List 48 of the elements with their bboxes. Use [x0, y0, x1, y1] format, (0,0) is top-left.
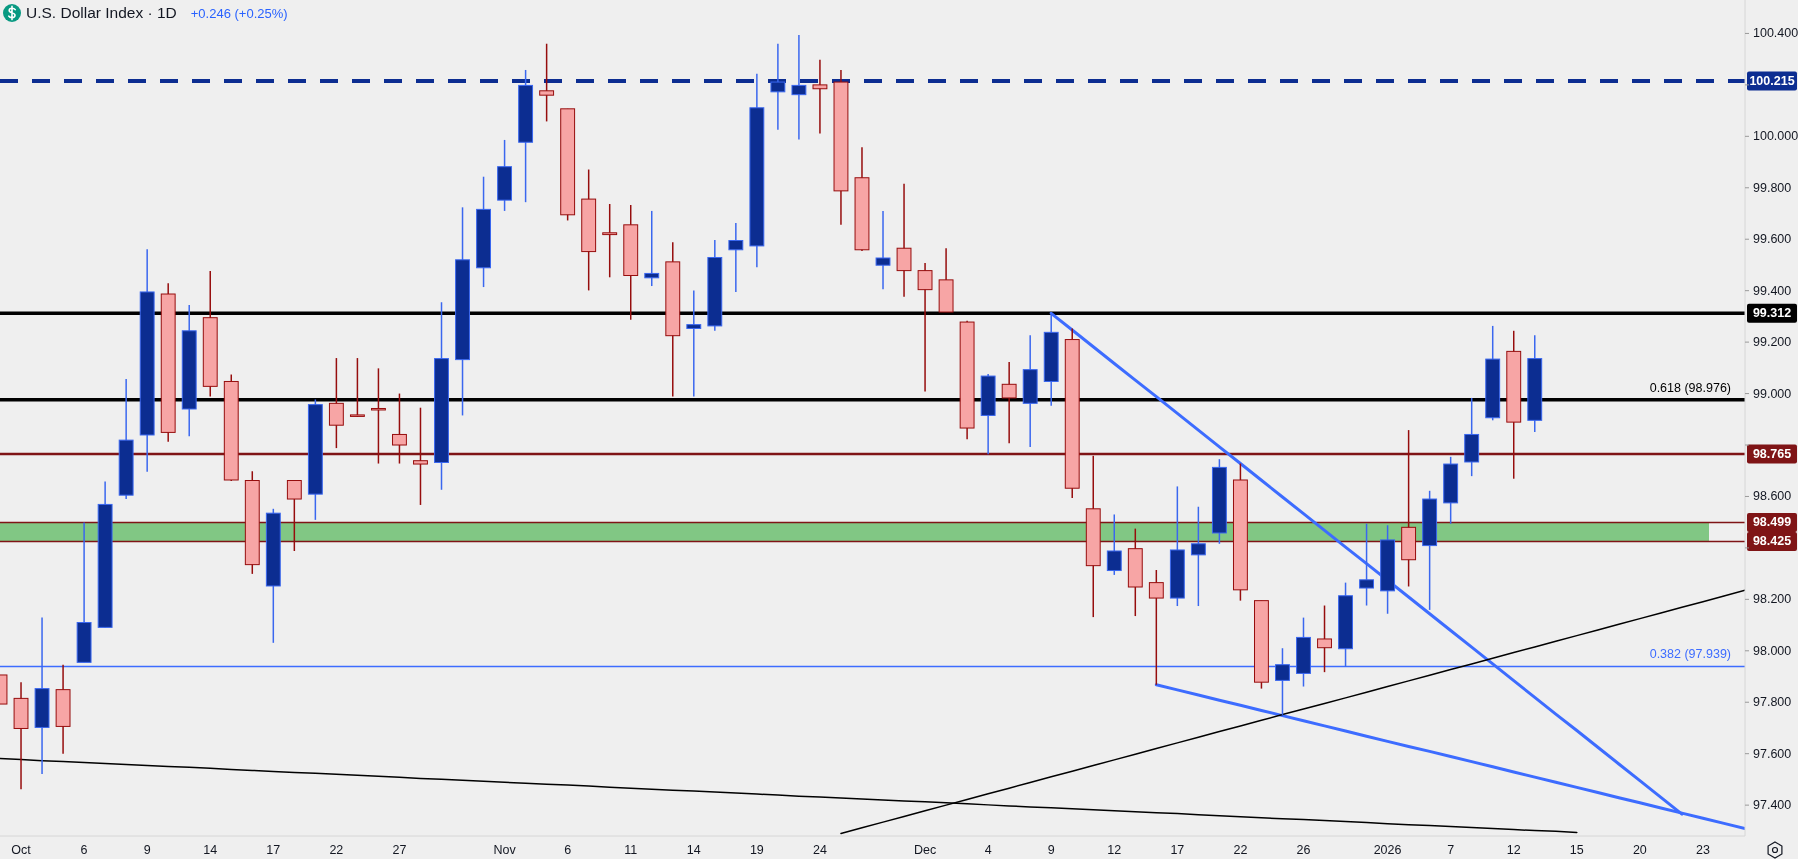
y-tick-label: 99.600 [1753, 232, 1792, 247]
y-tick-label: 98.600 [1753, 489, 1792, 504]
x-tick-label: Oct [11, 843, 32, 857]
ref-line-label: 0.618 (98.976) [1649, 380, 1731, 395]
x-tick-label: 19 [749, 843, 764, 857]
x-tick-label: 24 [812, 843, 827, 857]
x-tick-label: 22 [329, 843, 344, 857]
x-tick-label: 11 [624, 843, 638, 857]
x-tick-label: 17 [1170, 843, 1185, 857]
x-tick-label: 17 [266, 843, 281, 857]
x-tick-label: 26 [1296, 843, 1311, 857]
x-tick-label: 27 [392, 843, 407, 857]
ref-line-label: 100.215 [1749, 74, 1795, 89]
x-tick-label: 15 [1569, 843, 1584, 857]
x-tick-label: 4 [984, 843, 992, 857]
x-tick-label: 7 [1447, 843, 1455, 857]
y-tick-label: 99.800 [1753, 180, 1792, 195]
ref-line-label: 0.382 (97.939) [1649, 647, 1731, 662]
x-tick-label: 20 [1632, 843, 1647, 857]
x-tick-label: 6 [564, 843, 572, 857]
ref-line-label: 98.425 [1752, 534, 1792, 549]
x-tick-label: Nov [493, 843, 517, 857]
x-tick-label: 14 [203, 843, 218, 857]
ref-line-label: 98.765 [1752, 447, 1792, 462]
y-tick-label: 97.600 [1753, 746, 1792, 761]
y-tick-label: 99.200 [1753, 335, 1792, 350]
y-tick-label: 100.400 [1753, 26, 1798, 41]
x-tick-label: 6 [80, 843, 88, 857]
x-tick-label: 9 [143, 843, 151, 857]
x-tick-label: 22 [1233, 843, 1248, 857]
y-tick-label: 99.400 [1753, 283, 1792, 298]
x-tick-label: 14 [686, 843, 701, 857]
x-tick-label: Dec [913, 843, 937, 857]
chart-title: U.S. Dollar Index · 1D [26, 4, 177, 21]
y-tick-label: 98.000 [1753, 643, 1792, 658]
ref-line-label: 99.312 [1752, 306, 1792, 321]
x-tick-label: 12 [1107, 843, 1122, 857]
y-tick-label: 97.800 [1753, 695, 1792, 710]
text: +0.246 (+0.25%) [190, 6, 288, 21]
x-tick-label: 23 [1696, 843, 1710, 857]
x-tick-label: 12 [1506, 843, 1521, 857]
ref-line-label: 98.499 [1752, 515, 1792, 530]
y-tick-label: 98.200 [1753, 592, 1792, 607]
y-tick-label: 100.000 [1753, 129, 1798, 144]
x-tick-label: 2026 [1373, 843, 1402, 857]
x-tick-label: 9 [1047, 843, 1055, 857]
y-tick-label: 99.000 [1753, 386, 1792, 401]
y-tick-label: 97.400 [1753, 798, 1792, 813]
